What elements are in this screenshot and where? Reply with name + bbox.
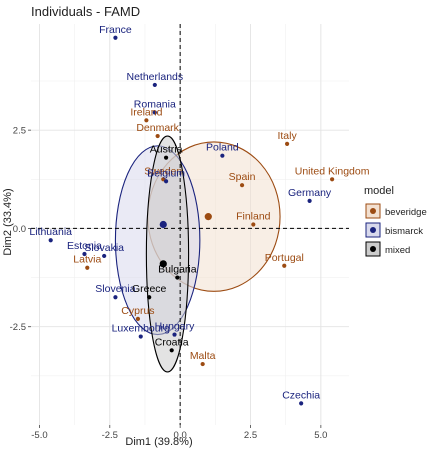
data-point-label: Estonia <box>67 240 102 252</box>
data-point-label: Slovakia <box>84 242 124 254</box>
data-points <box>48 35 335 406</box>
data-point <box>138 334 143 339</box>
data-point <box>113 35 118 40</box>
reference-lines <box>31 24 349 425</box>
x-tick-label: 2.5 <box>244 430 257 441</box>
data-point <box>330 177 335 182</box>
beveridge-legend-label: beveridge <box>385 207 427 218</box>
data-point <box>152 110 157 115</box>
data-point <box>48 238 53 243</box>
beveridge-centroid <box>204 213 212 221</box>
data-point <box>135 316 141 321</box>
data-point <box>147 295 152 300</box>
data-point <box>102 253 107 259</box>
mixed-centroid <box>159 260 167 268</box>
data-point <box>251 222 256 227</box>
data-point <box>220 153 225 158</box>
y-axis-ticks: 2.5 0.0 -2.5 <box>10 126 31 333</box>
data-point-label: Latvia <box>73 254 101 266</box>
mixed-legend-label: mixed <box>385 245 410 256</box>
data-point <box>152 82 157 88</box>
data-point-label: Sweden <box>144 165 182 177</box>
data-point-label: Ireland <box>130 106 162 118</box>
y-tick-label: -2.5 <box>10 322 26 333</box>
data-point <box>172 332 177 337</box>
bismarck-legend-label: bismarck <box>385 226 423 237</box>
data-point <box>82 251 87 257</box>
data-point-label: France <box>99 24 132 36</box>
data-point-label: Poland <box>206 142 239 154</box>
data-point-label: Netherlands <box>127 71 184 83</box>
data-point <box>163 155 169 160</box>
x-tick-label: -2.5 <box>102 430 118 441</box>
bismarck-legend-marker <box>370 227 376 233</box>
data-point-label: Spain <box>229 171 256 183</box>
data-point-label: Italy <box>277 130 297 142</box>
data-point-label: Romania <box>134 98 176 110</box>
y-tick-label: 0.0 <box>13 224 26 235</box>
x-axis-label: Dim1 (39.8%) <box>125 436 192 448</box>
beveridge-legend-marker <box>370 208 376 214</box>
data-point-label: Hungary <box>155 321 195 333</box>
data-point-label: Austria <box>150 144 183 156</box>
data-point-label: Czechia <box>282 389 320 401</box>
data-point-label: Luxembourg <box>112 323 171 335</box>
data-point <box>169 348 174 353</box>
data-point-label: Belgium <box>147 167 185 179</box>
data-point <box>239 183 245 188</box>
x-tick-label: -5.0 <box>31 430 47 441</box>
legend-title: model <box>364 185 394 197</box>
data-point-label: Cyprus <box>121 305 154 317</box>
data-point <box>282 263 287 268</box>
data-point <box>307 198 312 204</box>
data-point-label: Finland <box>236 211 271 223</box>
data-point <box>284 141 290 147</box>
x-tick-label: 0.0 <box>174 430 187 441</box>
y-tick-label: 2.5 <box>13 126 26 137</box>
data-point-label: Malta <box>190 350 216 362</box>
data-point-label: Lithuania <box>29 226 72 238</box>
data-point-label: Portugal <box>265 252 304 264</box>
data-point <box>175 275 180 280</box>
mixed-ellipse <box>145 135 190 373</box>
data-point <box>113 295 118 300</box>
legend: model beveridge bismarck mixed <box>364 185 427 257</box>
chart-title: Individuals - FAMD <box>31 4 140 19</box>
data-point-label: Greece <box>132 283 167 295</box>
mixed-legend-marker <box>370 246 376 252</box>
data-point <box>299 401 304 406</box>
data-point-labels: Ireland Denmark Italy United Kingdom Spain Sw… <box>29 24 369 402</box>
x-tick-label: 5.0 <box>314 430 327 441</box>
data-point <box>200 361 205 367</box>
data-point-label: Denmark <box>136 122 179 134</box>
data-point <box>155 133 160 139</box>
confidence-ellipses <box>114 135 281 373</box>
data-point <box>144 118 149 123</box>
bismarck-centroid <box>159 220 167 229</box>
data-point-label: Slovenia <box>95 283 135 295</box>
group-centroids <box>159 213 212 268</box>
x-axis-ticks: -5.0 -2.5 0.0 2.5 5.0 <box>31 425 327 441</box>
data-point-label: United Kingdom <box>295 165 370 177</box>
data-point-label: Croatia <box>155 336 189 348</box>
data-point <box>85 265 90 270</box>
data-point-label: Germany <box>288 187 332 199</box>
data-point-label: Bulgaria <box>158 264 197 276</box>
y-axis-label: Dim2 (33.4%) <box>2 188 14 255</box>
data-point <box>163 179 169 184</box>
